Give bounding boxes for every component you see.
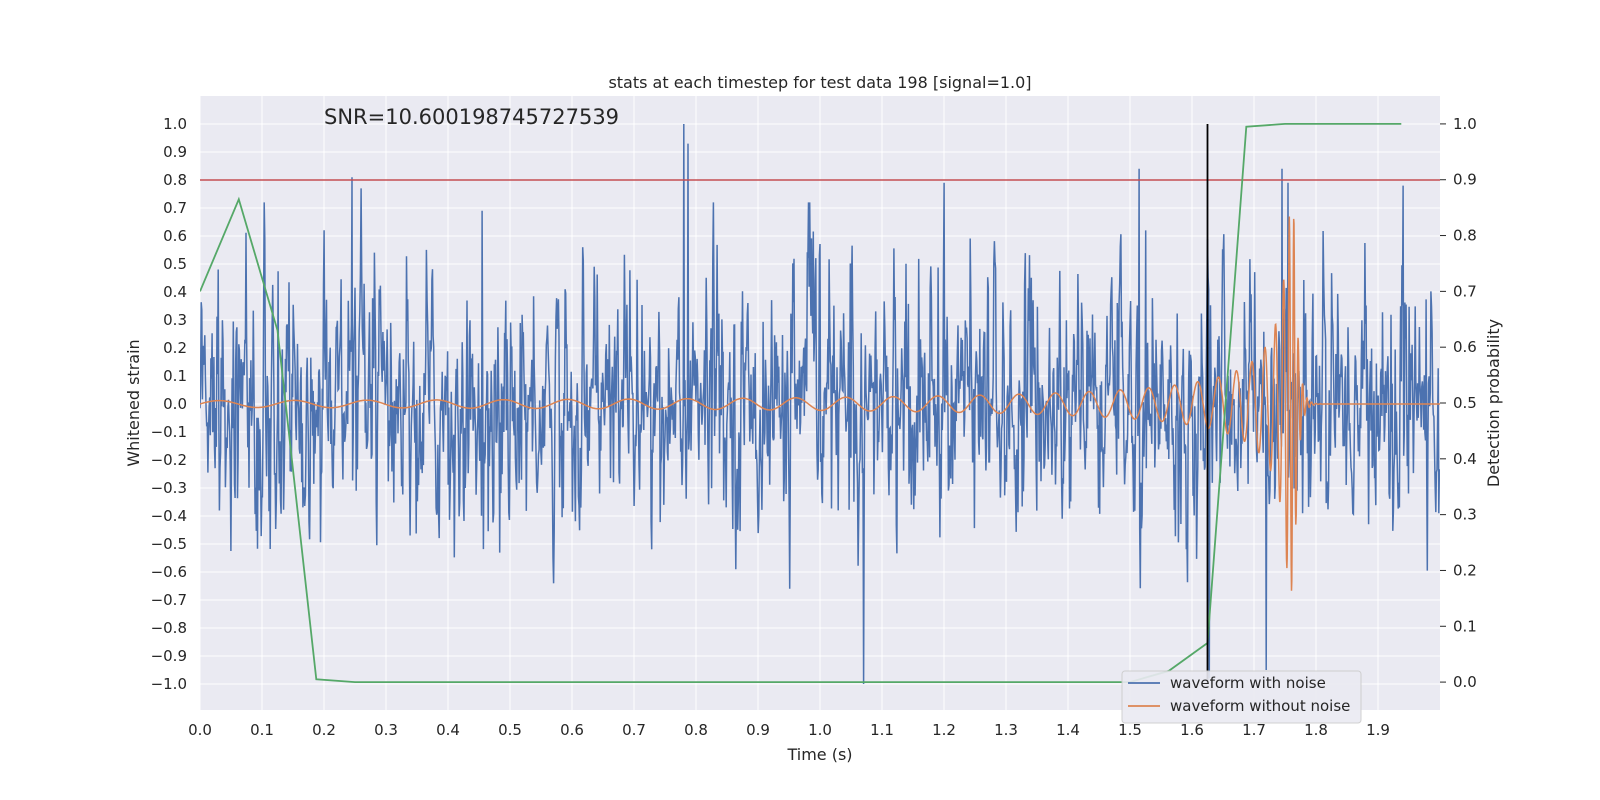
- y-left-tick-label: 0.4: [163, 283, 187, 301]
- series-clean-waveform: [200, 216, 1440, 591]
- legend-label-noise: waveform with noise: [1170, 674, 1326, 692]
- x-tick-label: 0.6: [560, 721, 584, 739]
- y-right-tick-label: 0.7: [1453, 282, 1477, 300]
- x-tick-label: 1.1: [870, 721, 894, 739]
- y-left-tick-label: −0.8: [151, 619, 187, 637]
- y-left-tick-label: −0.9: [151, 647, 187, 665]
- x-tick-label: 1.3: [994, 721, 1018, 739]
- x-tick-label: 1.7: [1242, 721, 1266, 739]
- x-tick-label: 1.6: [1180, 721, 1204, 739]
- y-left-tick-label: 0.8: [163, 171, 187, 189]
- y-left-tick-label: −0.1: [151, 423, 187, 441]
- y-axis-label-left: Whitened strain: [124, 339, 143, 466]
- x-tick-label: 0.7: [622, 721, 646, 739]
- y-right-tick-label: 0.1: [1453, 617, 1477, 635]
- y-left-tick-label: −0.3: [151, 479, 187, 497]
- x-tick-label: 0.9: [746, 721, 770, 739]
- y-right-tick-label: 0.6: [1453, 338, 1477, 356]
- y-left-tick-label: 0.7: [163, 199, 187, 217]
- y-right-tick-label: 1.0: [1453, 115, 1477, 133]
- x-tick-label: 1.4: [1056, 721, 1080, 739]
- x-tick-label: 1.8: [1304, 721, 1328, 739]
- y-right-tick-label: 0.2: [1453, 561, 1477, 579]
- y-left-tick-label: 0.0: [163, 395, 187, 413]
- chart-title: stats at each timestep for test data 198…: [608, 73, 1031, 92]
- y-left-tick-label: −0.5: [151, 535, 187, 553]
- x-tick-label: 1.2: [932, 721, 956, 739]
- y-left-tick-label: −0.2: [151, 451, 187, 469]
- ticks: 0.0 0.1 0.2 0.3 0.4 0.5 0.6 0.7 0.8 0.9 1.0 1.1 1.2 1…: [151, 115, 1477, 739]
- x-tick-label: 0.5: [498, 721, 522, 739]
- y-left-tick-label: −0.4: [151, 507, 187, 525]
- x-axis-label: Time (s): [786, 745, 852, 764]
- x-tick-label: 0.8: [684, 721, 708, 739]
- y-axis-label-right: Detection probability: [1484, 319, 1503, 487]
- y-left-tick-label: −0.7: [151, 591, 187, 609]
- legend-box: [1121, 670, 1362, 724]
- x-tick-label: 0.0: [188, 721, 212, 739]
- y-left-tick-label: −1.0: [151, 675, 187, 693]
- grid: [199, 96, 1440, 710]
- y-right-tick-label: 0.5: [1453, 394, 1477, 412]
- y-right-tick-label: 0.0: [1453, 673, 1477, 691]
- y-right-tick-label: 0.9: [1453, 171, 1477, 189]
- y-right-tick-label: 0.3: [1453, 506, 1477, 524]
- x-tick-label: 1.0: [808, 721, 832, 739]
- y-left-tick-label: 0.5: [163, 255, 187, 273]
- y-left-tick-label: 0.6: [163, 227, 187, 245]
- legend: waveform with noise waveform without noi…: [1121, 670, 1362, 724]
- y-left-tick-label: 0.9: [163, 143, 187, 161]
- x-tick-label: 0.1: [250, 721, 274, 739]
- x-tick-label: 0.4: [436, 721, 460, 739]
- y-right-tick-label: 0.4: [1453, 450, 1477, 468]
- y-right-tick-label: 0.8: [1453, 227, 1477, 245]
- y-left-tick-label: 0.2: [163, 339, 187, 357]
- y-left-tick-label: −0.6: [151, 563, 187, 581]
- x-tick-label: 1.5: [1118, 721, 1142, 739]
- y-left-tick-label: 0.1: [163, 367, 187, 385]
- legend-label-clean: waveform without noise: [1170, 697, 1350, 715]
- x-tick-label: 0.3: [374, 721, 398, 739]
- x-tick-label: 0.2: [312, 721, 336, 739]
- y-left-tick-label: 1.0: [163, 115, 187, 133]
- snr-annotation: SNR=10.600198745727539: [324, 105, 619, 129]
- x-tick-label: 1.9: [1366, 721, 1390, 739]
- y-left-tick-label: 0.3: [163, 311, 187, 329]
